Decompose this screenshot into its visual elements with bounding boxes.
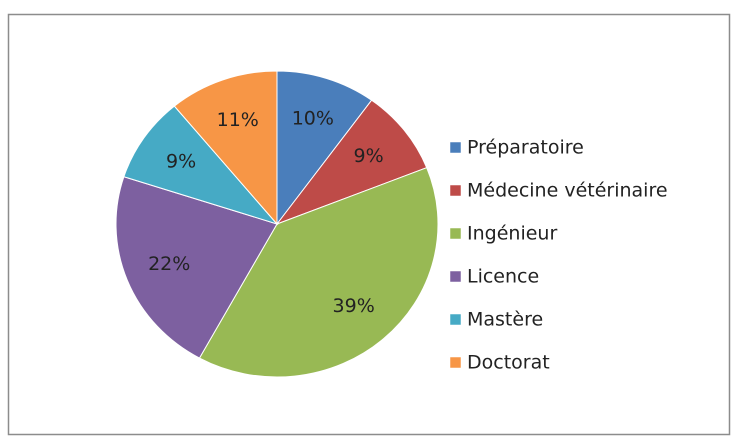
legend-label: Médecine vétérinaire <box>467 180 668 202</box>
legend-swatch <box>449 313 462 326</box>
legend-label: Préparatoire <box>467 137 584 159</box>
legend-swatch <box>449 141 462 154</box>
data-label: 9% <box>354 145 384 167</box>
legend-swatch <box>449 356 462 369</box>
legend-swatch <box>449 227 462 240</box>
data-label: 11% <box>217 109 259 131</box>
legend-label: Mastère <box>467 309 543 331</box>
pie-slice <box>275 99 428 226</box>
legend-label: Ingénieur <box>467 223 557 245</box>
legend-label: Doctorat <box>467 352 550 374</box>
data-label: 9% <box>166 151 196 173</box>
data-label: 22% <box>148 253 190 275</box>
data-label: 10% <box>292 108 334 130</box>
pie-slice <box>115 176 278 359</box>
pie-slice <box>276 70 373 226</box>
legend-label: Licence <box>467 266 539 288</box>
data-label: 39% <box>333 295 375 317</box>
pie-slice <box>173 70 278 226</box>
pie-slice <box>198 167 439 378</box>
legend-swatch <box>449 270 462 283</box>
pie-slice <box>123 105 279 225</box>
legend-swatch <box>449 184 462 197</box>
